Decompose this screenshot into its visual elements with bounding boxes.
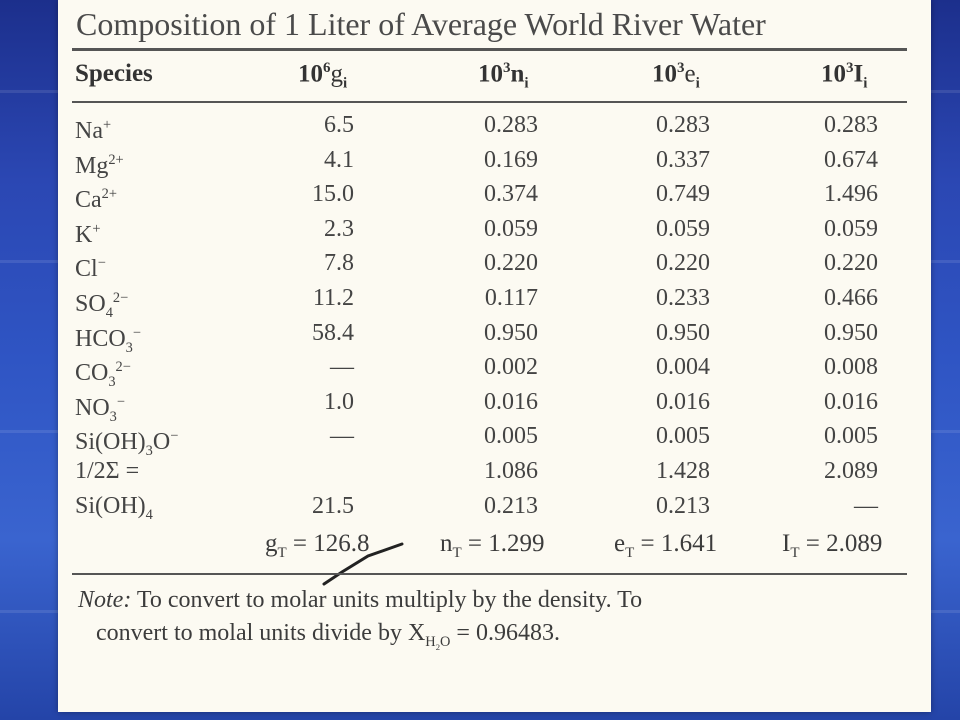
header-g: 106gi bbox=[298, 60, 348, 92]
value-cell-g: 6.5 bbox=[324, 112, 354, 138]
value-cell-n: 0.117 bbox=[484, 285, 538, 311]
value-cell-e: 0.337 bbox=[656, 146, 710, 173]
value-cell-n: 1.086 bbox=[484, 458, 538, 484]
value-cell-e: 0.005 bbox=[656, 423, 710, 450]
species-cell: 1/2Σ = bbox=[75, 458, 140, 484]
value-cell-e: 0.213 bbox=[656, 492, 710, 519]
value-cell-e: 0.749 bbox=[656, 181, 710, 208]
value-cell-i: 0.059 bbox=[824, 215, 878, 242]
table-note: Note: To convert to molar units multiply… bbox=[78, 584, 642, 664]
value-cell-n: 0.283 bbox=[484, 112, 538, 138]
species-cell: Cl− bbox=[75, 255, 106, 283]
total-e: eT = 1.641 bbox=[614, 530, 718, 561]
value-cell-e: 0.016 bbox=[656, 388, 710, 415]
species-cell: SO42− bbox=[75, 290, 129, 321]
value-cell-g: — bbox=[330, 354, 354, 381]
value-cell-i: — bbox=[854, 492, 878, 519]
value-cell-i: 0.016 bbox=[824, 388, 878, 415]
species-cell: Si(OH)3O− bbox=[75, 428, 179, 460]
value-cell-g: 4.1 bbox=[324, 146, 354, 173]
value-cell-e: 0.283 bbox=[656, 112, 710, 138]
page-title: Composition of 1 Liter of Average World … bbox=[76, 6, 766, 42]
value-cell-n: 0.016 bbox=[484, 388, 538, 415]
header-n: 103ni bbox=[478, 60, 529, 92]
value-cell-g: 21.5 bbox=[312, 492, 354, 519]
header-species: Species bbox=[75, 60, 153, 87]
value-cell-i: 0.283 bbox=[824, 112, 878, 138]
value-cell-g: 1.0 bbox=[324, 388, 354, 415]
value-cell-e: 0.004 bbox=[656, 354, 710, 381]
header-bottom-rule bbox=[72, 101, 907, 103]
header-i: 103Ii bbox=[821, 60, 868, 92]
value-cell-n: 0.950 bbox=[484, 319, 538, 346]
species-cell: CO32− bbox=[75, 359, 131, 390]
total-i: IT = 2.089 bbox=[782, 530, 883, 561]
value-cell-n: 0.002 bbox=[484, 354, 538, 381]
total-g: gT = 126.8 bbox=[265, 530, 370, 561]
species-cell: HCO3− bbox=[75, 324, 141, 356]
value-cell-n: 0.005 bbox=[484, 423, 538, 450]
species-cell: K+ bbox=[75, 220, 101, 248]
value-cell-g: 2.3 bbox=[324, 215, 354, 242]
note-label: Note: bbox=[78, 587, 132, 613]
note-line1: To convert to molar units multiply by th… bbox=[136, 587, 643, 613]
species-cell: Mg2+ bbox=[75, 151, 124, 179]
value-cell-g: 7.8 bbox=[324, 250, 354, 277]
value-cell-e: 1.428 bbox=[656, 458, 710, 484]
value-cell-e: 0.059 bbox=[656, 215, 710, 242]
value-cell-i: 0.008 bbox=[824, 354, 878, 381]
value-cell-i: 0.005 bbox=[824, 423, 878, 450]
value-cell-g: — bbox=[330, 423, 354, 450]
note-line2: convert to molal units divide by XH2O = … bbox=[96, 620, 560, 652]
value-cell-n: 0.169 bbox=[484, 146, 538, 173]
handwritten-check-icon bbox=[322, 542, 404, 586]
value-cell-e: 0.950 bbox=[656, 319, 710, 346]
species-cell: Si(OH)4 bbox=[75, 492, 153, 523]
header-top-rule bbox=[72, 48, 907, 51]
document-page: Composition of 1 Liter of Average World … bbox=[58, 0, 931, 712]
species-cell: NO3− bbox=[75, 393, 125, 425]
value-cell-i: 0.950 bbox=[824, 319, 878, 346]
species-cell: Ca2+ bbox=[75, 186, 117, 214]
value-cell-i: 0.466 bbox=[824, 285, 878, 311]
value-cell-i: 0.220 bbox=[824, 250, 878, 277]
value-cell-i: 2.089 bbox=[824, 458, 878, 484]
value-cell-n: 0.213 bbox=[484, 492, 538, 519]
value-cell-e: 0.220 bbox=[656, 250, 710, 277]
value-cell-e: 0.233 bbox=[656, 285, 710, 311]
value-cell-n: 0.059 bbox=[484, 215, 538, 242]
header-e: 103ei bbox=[652, 60, 700, 92]
total-n: nT = 1.299 bbox=[440, 530, 545, 561]
value-cell-i: 1.496 bbox=[824, 181, 878, 208]
value-cell-n: 0.374 bbox=[484, 181, 538, 208]
value-cell-i: 0.674 bbox=[824, 146, 878, 173]
species-cell: Na+ bbox=[75, 117, 112, 144]
value-cell-g: 58.4 bbox=[312, 319, 354, 346]
footer-rule bbox=[72, 573, 907, 575]
value-cell-n: 0.220 bbox=[484, 250, 538, 277]
value-cell-g: 15.0 bbox=[312, 181, 354, 208]
value-cell-g: 11.2 bbox=[312, 285, 354, 311]
